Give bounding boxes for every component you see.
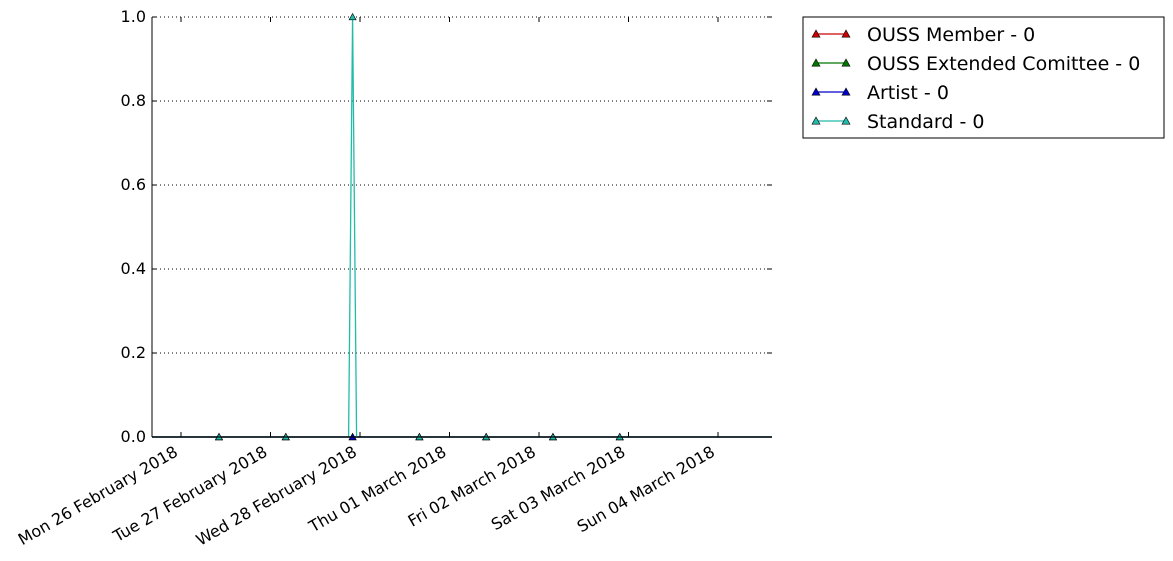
legend: OUSS Member - 0 OUSS Extended Comittee - …: [802, 16, 1165, 139]
legend-marker: [841, 116, 851, 125]
x-tick-label: Tue 27 February 2018: [109, 442, 271, 546]
y-tick-label: 0.0: [121, 427, 146, 446]
legend-item: Standard - 0: [811, 111, 984, 133]
y-tick-label: 1.0: [121, 7, 146, 26]
y-tick-label: 0.2: [121, 343, 146, 362]
legend-marker: [841, 87, 851, 96]
legend-marker: [811, 29, 821, 38]
legend-label: Standard - 0: [867, 111, 984, 133]
series-line: [152, 16, 772, 438]
series-lines: [152, 12, 772, 441]
legend-marker: [841, 58, 851, 67]
legend-item: Artist - 0: [811, 82, 949, 104]
y-tick-labels: 0.0 0.2 0.4 0.6 0.8 1.0: [121, 7, 146, 446]
data-point: [348, 12, 357, 21]
legend-marker: [841, 29, 851, 38]
legend-marker: [811, 116, 821, 125]
y-tick-label: 0.6: [121, 175, 146, 194]
legend-label: OUSS Extended Comittee - 0: [867, 53, 1140, 75]
legend-item: OUSS Extended Comittee - 0: [811, 53, 1140, 75]
legend-box: [802, 16, 1165, 139]
x-tick-label: Wed 28 February 2018: [193, 442, 360, 550]
legend-marker: [811, 58, 821, 67]
legend-label: Artist - 0: [867, 82, 949, 104]
axes: [151, 16, 772, 438]
y-tick-label: 0.4: [121, 259, 146, 278]
y-tick-label: 0.8: [121, 91, 146, 110]
legend-item: OUSS Member - 0: [811, 24, 1035, 46]
legend-marker: [811, 87, 821, 96]
legend-label: OUSS Member - 0: [867, 24, 1035, 46]
series-3: [152, 12, 772, 441]
x-tick-label: Mon 26 February 2018: [15, 442, 181, 549]
grid-lines: [152, 16, 772, 438]
